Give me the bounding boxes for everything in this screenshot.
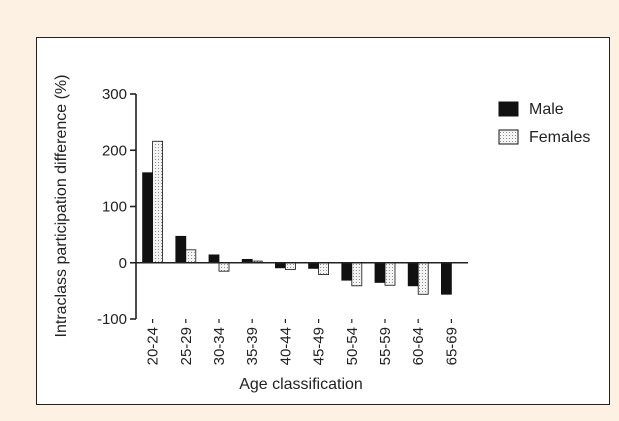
y-axis-title: Intraclass participation difference (%)	[53, 75, 70, 338]
bar-male-50-54	[341, 262, 353, 281]
bar-male-30-34	[208, 254, 220, 264]
bar-male-25-29	[175, 235, 187, 264]
y-tick-label: 200	[102, 142, 127, 159]
legend: Male Females	[498, 101, 590, 146]
bar-females-40-44	[284, 262, 296, 270]
bar-male-65-69	[440, 262, 452, 295]
y-tick-label: 0	[119, 255, 127, 272]
legend-swatch-females	[498, 129, 519, 145]
bar-male-20-24	[142, 172, 153, 264]
x-tick-label: 20-24	[145, 327, 162, 365]
bar-females-20-24	[152, 140, 163, 264]
bar-females-45-49	[318, 262, 330, 275]
y-tick-label: -100	[97, 311, 127, 328]
x-tick-label: 25-29	[178, 327, 195, 365]
y-tick-label: 300	[102, 86, 127, 103]
bar-chart: -100 0 100 200 300 20-24 25-29 30-34 35-39 40-44 4…	[53, 75, 590, 393]
x-tick-label: 65-69	[443, 327, 460, 365]
legend-swatch-male	[498, 101, 519, 117]
bar-females-25-29	[185, 249, 197, 264]
x-tick-label: 35-39	[244, 327, 261, 365]
bar-male-60-64	[407, 262, 419, 287]
x-tick-label: 45-49	[311, 327, 328, 365]
chart-frame: -100 0 100 200 300 20-24 25-29 30-34 35-39 40-44 4…	[36, 37, 610, 405]
x-axis-title: Age classification	[239, 376, 363, 393]
x-tick-label: 60-64	[410, 327, 427, 365]
bar-male-45-49	[308, 262, 320, 269]
bar-females-55-59	[384, 262, 396, 286]
x-tick-label: 55-59	[377, 327, 394, 365]
x-tick-label: 50-54	[344, 327, 361, 365]
x-tick-label: 40-44	[277, 327, 294, 365]
bar-females-60-64	[417, 262, 429, 295]
bar-females-30-34	[218, 262, 230, 272]
legend-label-male: Male	[529, 101, 564, 118]
x-tick-label: 30-34	[211, 327, 228, 365]
bar-females-50-54	[351, 262, 363, 287]
bar-male-55-59	[374, 262, 386, 283]
y-tick-label: 100	[102, 199, 127, 216]
legend-label-females: Females	[529, 129, 590, 146]
